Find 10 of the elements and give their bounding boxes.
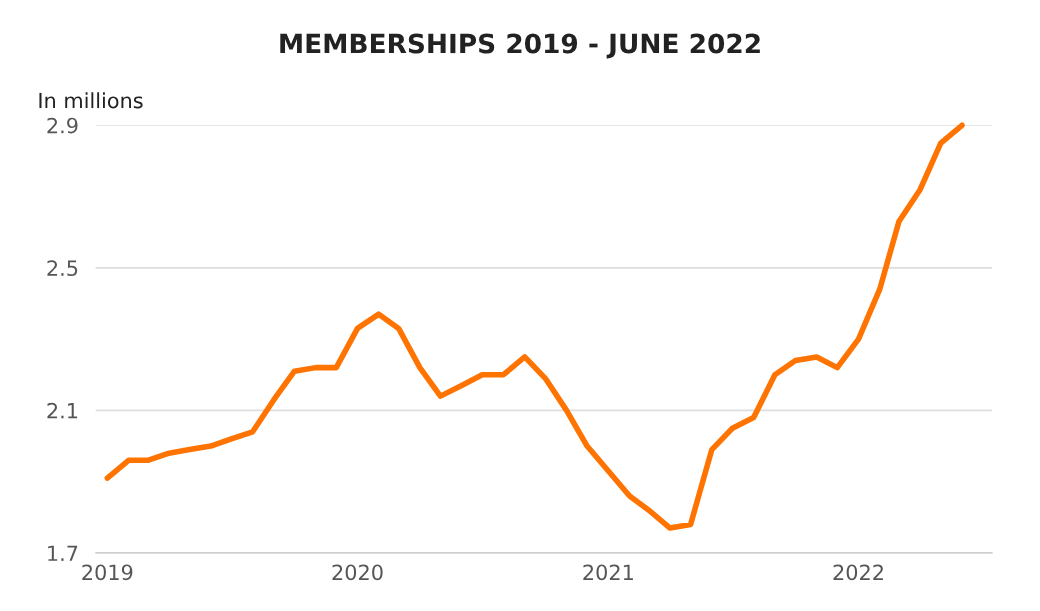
y-tick-label: 2.5 [47, 260, 78, 277]
x-tick-label: 2019 [82, 564, 133, 581]
x-tick-label: 2022 [833, 564, 883, 581]
y-tick-label: 2.1 [47, 402, 78, 419]
y-tick-label: 2.9 [47, 117, 78, 134]
x-tick-label: 2021 [583, 564, 633, 581]
x-tick-label: 2020 [332, 564, 383, 581]
chart-title: MEMBERSHIPS 2019 - JUNE 2022 [280, 33, 760, 59]
y-axis-title: In millions [39, 92, 143, 109]
y-tick-label: 1.7 [48, 545, 78, 561]
